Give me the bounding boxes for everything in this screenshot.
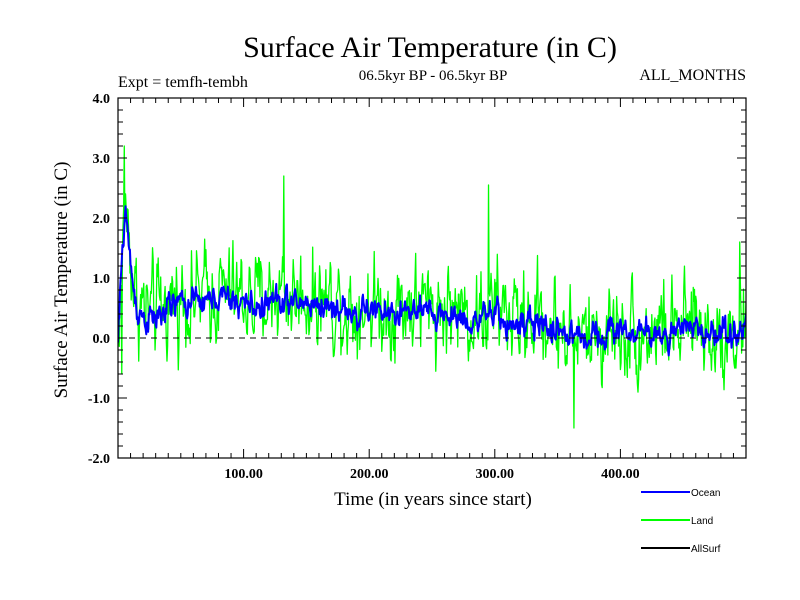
axes-layer: 100.00 200.00 300.00 400.00 -2.0 -1.0 0.0 1.0 2.… bbox=[88, 92, 747, 482]
y-tick-label: 0.0 bbox=[93, 332, 111, 347]
chart-title: Surface Air Temperature (in C) bbox=[243, 31, 617, 64]
y-tick-label: 1.0 bbox=[93, 272, 111, 287]
months-label: ALL_MONTHS bbox=[639, 67, 746, 84]
y-axis-label: Surface Air Temperature (in C) bbox=[51, 162, 72, 399]
legend-label-ocean: Ocean bbox=[691, 488, 720, 499]
x-tick-label: 400.00 bbox=[601, 467, 640, 482]
experiment-label: Expt = temfh-tembh bbox=[118, 74, 248, 91]
x-tick-label: 300.00 bbox=[476, 467, 515, 482]
series-line-land bbox=[118, 145, 746, 429]
chart-subtitle: 06.5kyr BP - 06.5kyr BP bbox=[359, 68, 508, 84]
x-axis-label: Time (in years since start) bbox=[334, 489, 532, 510]
y-tick-label: -1.0 bbox=[88, 392, 110, 407]
x-tick-label: 200.00 bbox=[350, 467, 389, 482]
series-layer bbox=[118, 145, 746, 429]
y-tick-label: 4.0 bbox=[93, 92, 111, 107]
y-tick-label: -2.0 bbox=[88, 452, 110, 467]
y-tick-label: 3.0 bbox=[93, 152, 111, 167]
series-line-ocean bbox=[118, 205, 746, 357]
legend: Ocean Land AllSurf bbox=[641, 488, 721, 555]
y-tick-label: 2.0 bbox=[93, 212, 111, 227]
x-tick-label: 100.00 bbox=[224, 467, 263, 482]
legend-label-land: Land bbox=[691, 516, 713, 527]
legend-label-allsurf: AllSurf bbox=[691, 544, 721, 555]
